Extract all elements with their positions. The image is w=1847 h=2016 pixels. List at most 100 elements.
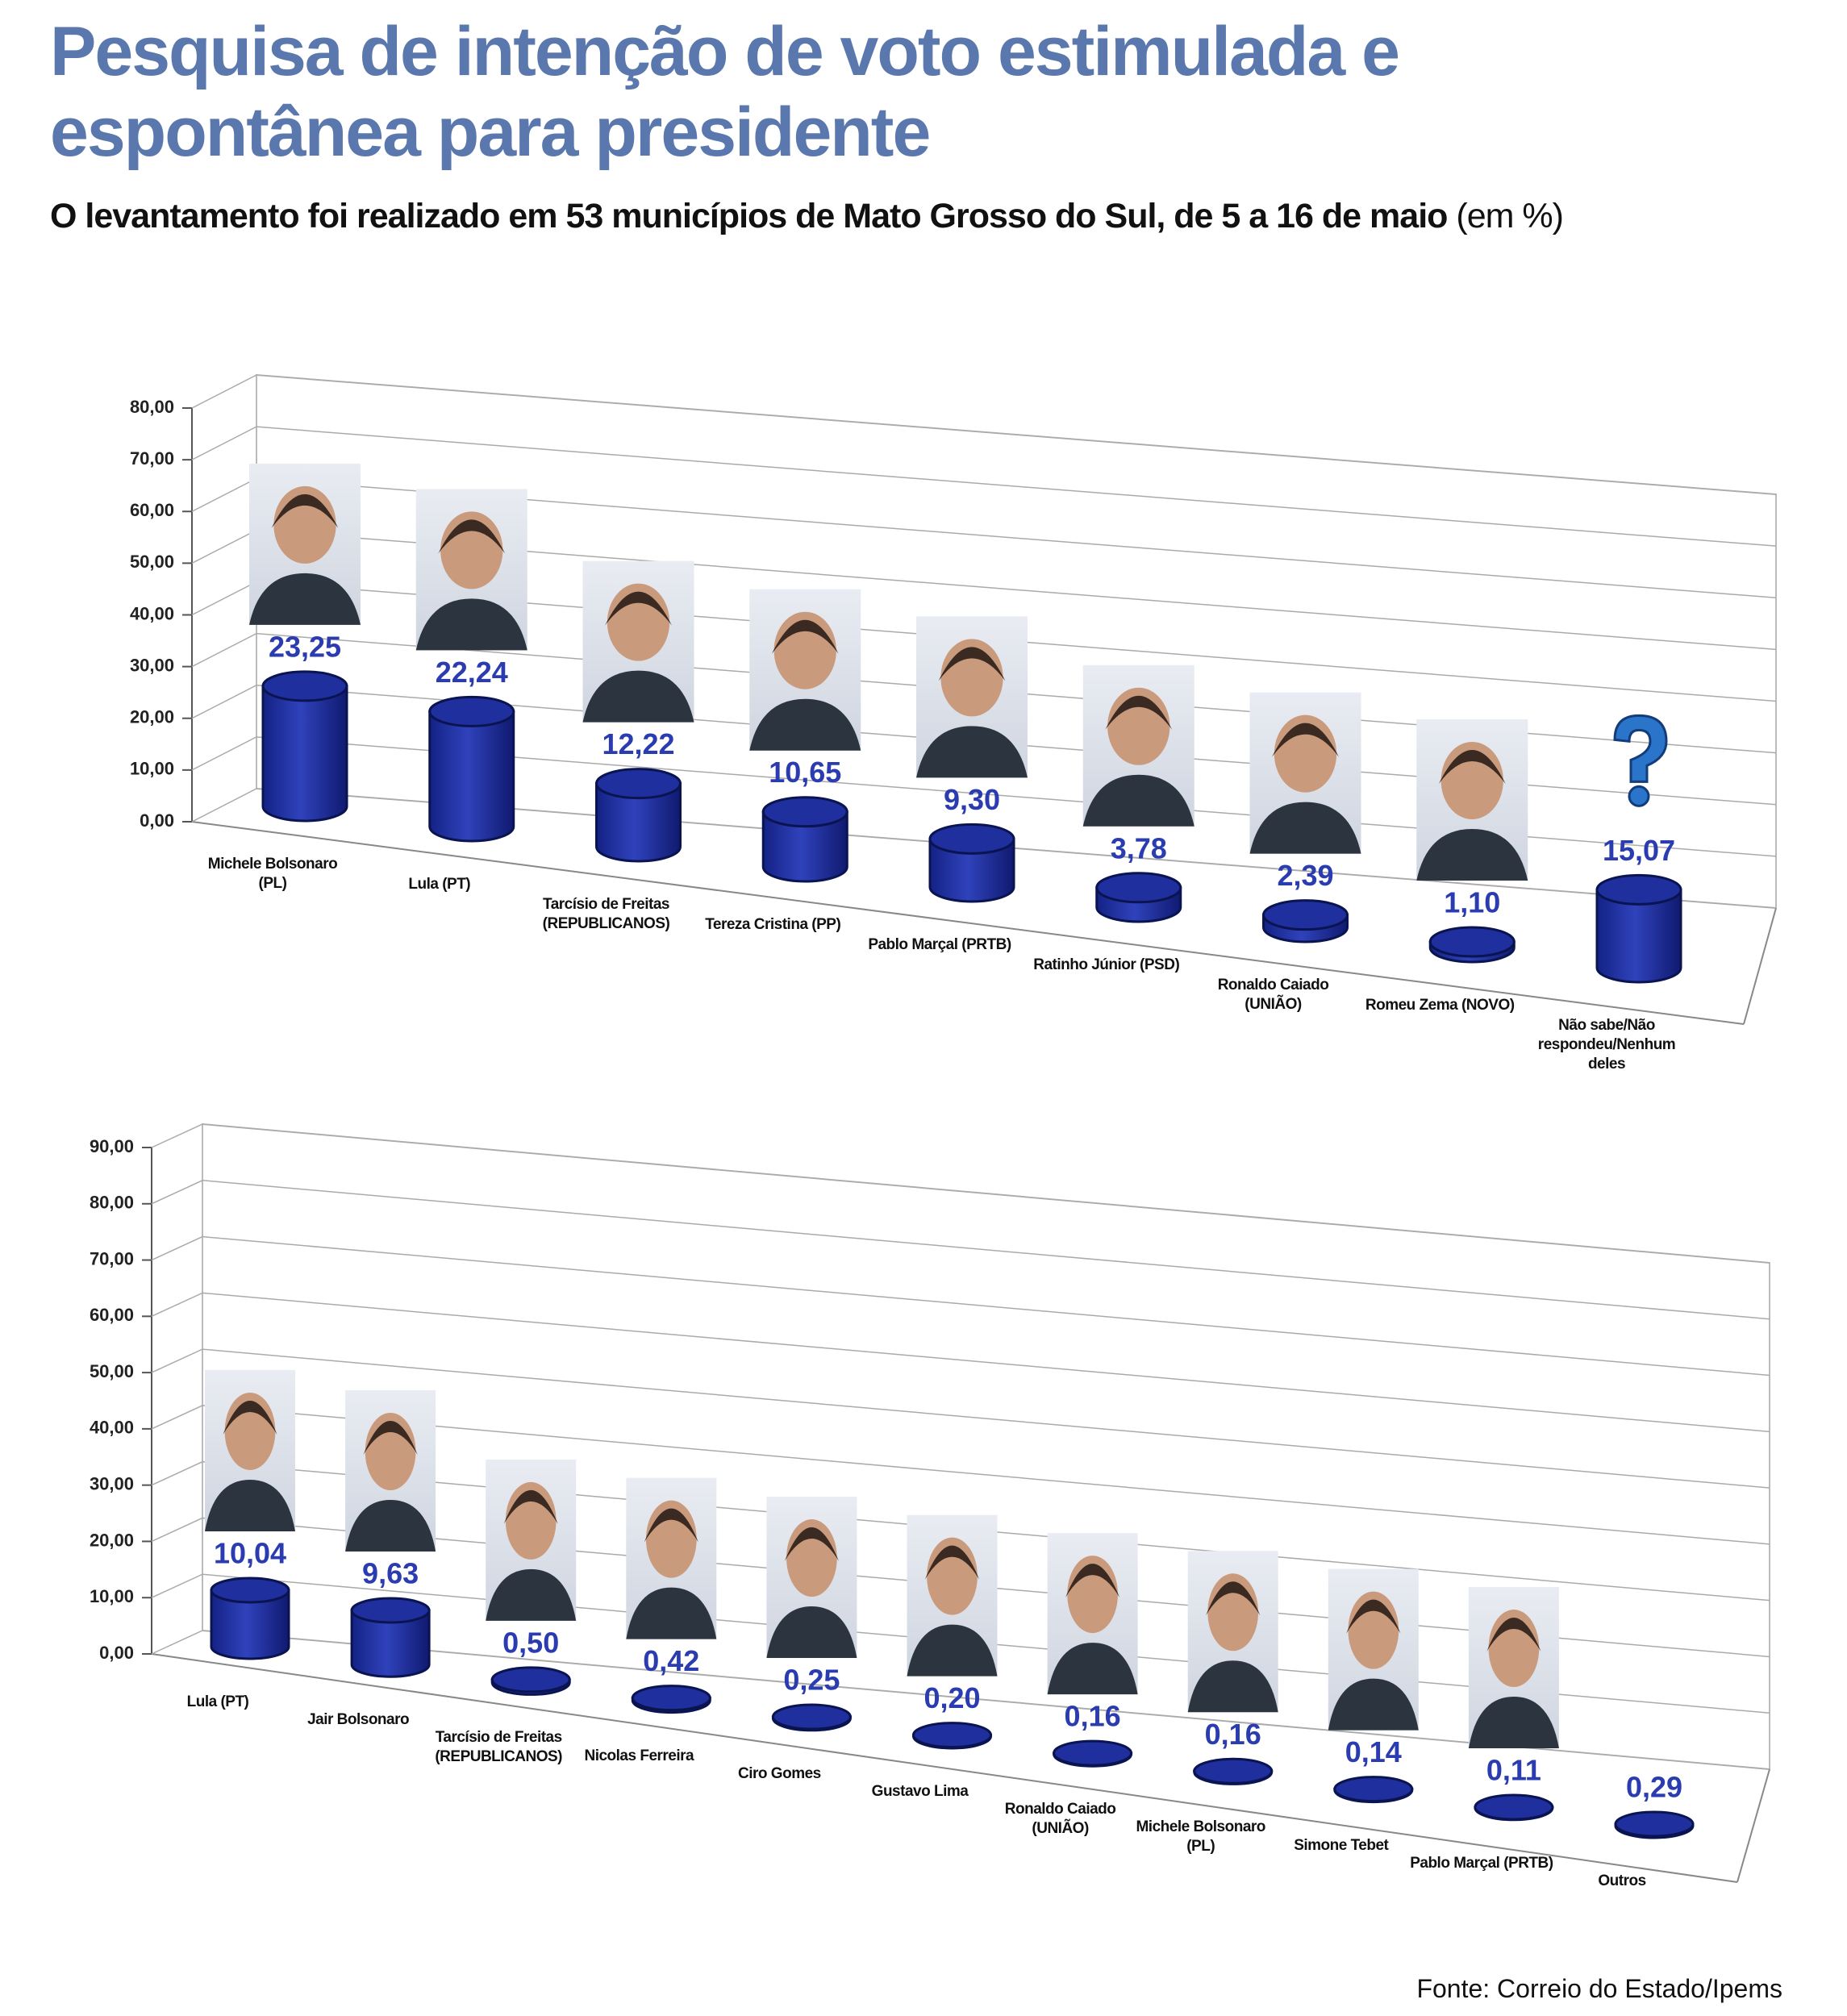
photo-hair — [438, 519, 506, 554]
candidate-photo — [345, 1390, 436, 1552]
x-tick-label: Lula (PT) — [408, 876, 471, 893]
grid-line — [151, 1405, 1770, 1545]
photo-hair — [784, 1527, 839, 1562]
cylinder-top — [1053, 1739, 1133, 1767]
photo-body — [1047, 1643, 1138, 1695]
x-tick-label: Ciro Gomes — [738, 1764, 821, 1782]
y-tick-label: 40,00 — [130, 603, 174, 623]
grid-line — [151, 1292, 1770, 1433]
grid-line — [151, 1235, 1770, 1377]
value-label: 10,65 — [769, 756, 841, 789]
photo-hair — [771, 619, 839, 654]
x-tick-label: Jair Bolsonaro — [307, 1711, 410, 1729]
photo-body — [626, 1587, 717, 1639]
candidate-photo — [415, 489, 527, 651]
photo-hair — [1272, 723, 1339, 757]
photo-hair — [938, 647, 1006, 681]
x-tick-label: Ronaldo Caiado (UNIÃO) — [1004, 1801, 1116, 1838]
cylinder-body — [928, 837, 1015, 903]
grid-line — [151, 1180, 1770, 1320]
cylinder-body — [595, 782, 682, 863]
y-tick-label: 10,00 — [130, 759, 174, 779]
bar — [912, 1722, 992, 1750]
grid-line — [151, 1123, 1770, 1264]
candidate-photo — [1047, 1533, 1138, 1695]
floor-edge — [151, 1653, 1738, 1883]
photo-hair — [924, 1545, 980, 1580]
photo-body — [1249, 802, 1361, 854]
candidate-photo — [1328, 1568, 1419, 1731]
y-tick-label: 70,00 — [130, 448, 174, 469]
x-tick-label: Ronaldo Caiado (UNIÃO) — [1217, 977, 1329, 1013]
candidate-photo — [1082, 664, 1195, 827]
photo-hair — [271, 494, 339, 528]
floor-right — [1737, 1768, 1770, 1883]
value-label: 0,50 — [502, 1626, 559, 1659]
photo-body — [766, 1606, 857, 1659]
bar — [350, 1597, 431, 1678]
y-tick-label: 20,00 — [90, 1530, 134, 1550]
floor-right — [1743, 907, 1777, 1025]
subtitle: O levantamento foi realizado em 53 munic… — [50, 197, 1448, 235]
cylinder-top — [631, 1685, 711, 1712]
cylinder-top — [1095, 872, 1182, 904]
photo-body — [205, 1479, 295, 1531]
x-tick-label: Ratinho Júnior (PSD) — [1033, 956, 1180, 973]
cylinder-top — [771, 1703, 852, 1731]
cylinder-top — [1595, 873, 1682, 906]
bar — [1595, 873, 1682, 984]
y-tick-label: 60,00 — [90, 1305, 134, 1325]
bar — [761, 796, 848, 883]
cylinder-top — [1474, 1793, 1554, 1821]
photo-hair — [644, 1508, 698, 1543]
cylinder-top — [761, 796, 848, 828]
bar — [1428, 926, 1516, 964]
photo-body — [749, 698, 861, 751]
y-tick-label: 30,00 — [90, 1473, 134, 1493]
cylinder-top — [1262, 899, 1349, 931]
y-tick-label: 80,00 — [90, 1193, 134, 1213]
cylinder-top — [1614, 1810, 1695, 1838]
y-tick-label: 20,00 — [130, 707, 174, 727]
value-label: 0,16 — [1065, 1700, 1121, 1733]
bar — [631, 1685, 711, 1714]
value-label: 3,78 — [1111, 831, 1167, 864]
candidate-photo — [1187, 1551, 1278, 1713]
y-tick-label: 70,00 — [90, 1248, 134, 1268]
photo-hair — [1206, 1581, 1261, 1616]
title: Pesquisa de intenção de voto estimulada … — [50, 13, 1400, 171]
cylinder-top — [490, 1666, 571, 1693]
photo-body — [1468, 1697, 1559, 1749]
cylinder-body — [261, 685, 348, 823]
cylinder-body — [1595, 888, 1682, 984]
bar — [428, 695, 515, 843]
photo-body — [1416, 828, 1528, 881]
value-label: 9,63 — [362, 1557, 419, 1590]
bar — [490, 1666, 571, 1696]
x-tick-label: Pablo Marçal (PRTB) — [868, 936, 1011, 953]
candidate-photo — [916, 616, 1028, 778]
photo-hair — [1346, 1599, 1401, 1634]
bar — [595, 768, 682, 863]
value-label: 15,07 — [1603, 834, 1675, 867]
value-label: 0,25 — [783, 1664, 840, 1697]
candidate-photo — [1249, 692, 1361, 854]
bar — [1053, 1739, 1133, 1768]
photo-body — [582, 670, 694, 723]
cylinder-top — [595, 768, 682, 800]
value-label: 22,24 — [436, 656, 508, 689]
photo-body — [907, 1624, 998, 1677]
y-tick-label: 90,00 — [90, 1136, 134, 1156]
candidate-photo — [582, 560, 694, 723]
cylinder-top — [210, 1577, 290, 1604]
x-tick-label: Tarcísio de Freitas (REPUBLICANOS) — [435, 1729, 563, 1766]
y-tick-label: 30,00 — [130, 655, 174, 675]
bar — [928, 823, 1015, 903]
cylinder-top — [428, 695, 515, 727]
value-label: 0,42 — [643, 1644, 699, 1677]
grid-line — [151, 1630, 1770, 1770]
value-label: 23,25 — [269, 630, 341, 663]
floor-edge — [191, 821, 1745, 1025]
candidate-photo — [205, 1369, 295, 1531]
